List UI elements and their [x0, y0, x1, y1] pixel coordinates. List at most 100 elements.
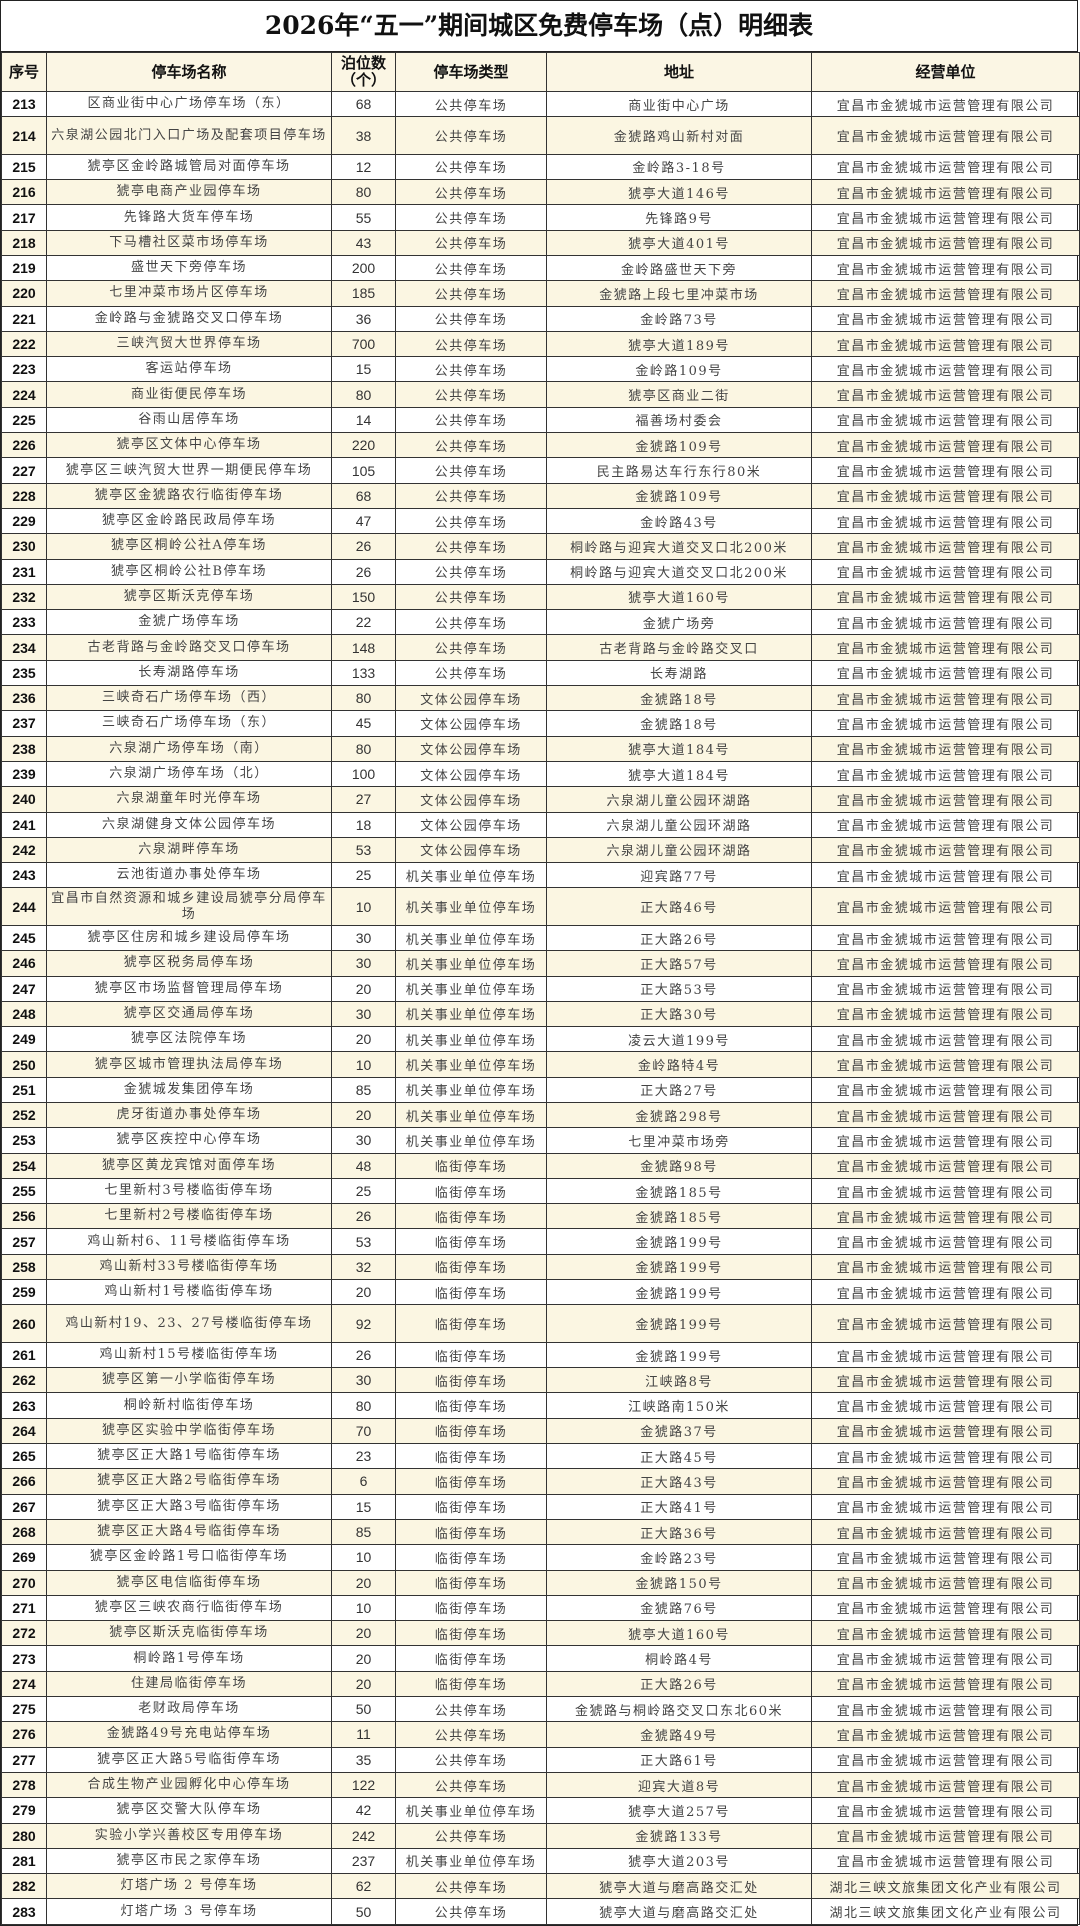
row-index: 243 [1, 862, 47, 889]
operator: 宜昌市金猇城市运营管理有限公司 [811, 1468, 1080, 1495]
space-count: 30 [331, 1367, 396, 1394]
space-count: 15 [331, 1493, 396, 1520]
parking-type: 临街停车场 [395, 1177, 547, 1205]
space-count: 85 [331, 1518, 396, 1546]
parking-name: 灯塔广场 3 号停车场 [46, 1898, 332, 1925]
parking-type: 公共停车场 [395, 1873, 547, 1900]
table-row: 231 猇亭区桐岭公社B停车场 26 公共停车场 桐岭路与迎宾大道交叉口北200米 宜昌市… [1, 558, 1080, 585]
parking-type: 公共停车场 [395, 432, 547, 459]
address: 迎宾大道8号 [546, 1771, 812, 1799]
table-row: 280 实验小学兴善校区专用停车场 242 公共停车场 金猇路133号 宜昌市金猇城市运营… [1, 1822, 1080, 1849]
table-row: 230 猇亭区桐岭公社A停车场 26 公共停车场 桐岭路与迎宾大道交叉口北200米 宜昌市… [1, 533, 1080, 560]
parking-name: 猇亭区正大路2号临街停车场 [46, 1468, 332, 1495]
address: 金猇路上段七里冲菜市场 [546, 280, 812, 307]
operator: 宜昌市金猇城市运营管理有限公司 [811, 356, 1080, 383]
parking-name: 灯塔广场 2 号停车场 [46, 1873, 332, 1900]
table-row: 213 区商业街中心广场停车场（东） 68 公共停车场 商业街中心广场 宜昌市金猇城市运营… [1, 90, 1080, 118]
operator: 宜昌市金猇城市运营管理有限公司 [811, 685, 1080, 712]
address: 先锋路9号 [546, 204, 812, 231]
parking-name: 鸡山新村15号楼临街停车场 [46, 1341, 332, 1369]
operator: 宜昌市金猇城市运营管理有限公司 [811, 836, 1080, 864]
operator: 宜昌市金猇城市运营管理有限公司 [811, 760, 1080, 788]
parking-name: 三峡奇石广场停车场（东） [46, 710, 332, 737]
operator: 宜昌市金猇城市运营管理有限公司 [811, 1304, 1080, 1343]
row-index: 266 [1, 1468, 47, 1495]
parking-name: 桐岭新村临街停车场 [46, 1392, 332, 1419]
table-row: 267 猇亭区正大路3号临街停车场 15 临街停车场 正大路41号 宜昌市金猇城市运营管理… [1, 1493, 1080, 1520]
space-count: 242 [331, 1822, 396, 1849]
row-index: 272 [1, 1620, 47, 1647]
space-count: 185 [331, 280, 396, 307]
row-index: 276 [1, 1721, 47, 1748]
parking-name: 鸡山新村1号楼临街停车场 [46, 1279, 332, 1306]
row-index: 281 [1, 1847, 47, 1875]
address: 正大路43号 [546, 1468, 812, 1495]
parking-name: 古老背路与金岭路交叉口停车场 [46, 634, 332, 661]
table-row: 233 金猇广场停车场 22 公共停车场 金猇广场旁 宜昌市金猇城市运营管理有限公司 [1, 609, 1080, 636]
parking-name: 猇亭区第一小学临街停车场 [46, 1367, 332, 1394]
space-count: 150 [331, 583, 396, 611]
table-row: 262 猇亭区第一小学临街停车场 30 临街停车场 江峡路8号 宜昌市金猇城市运营管理有限… [1, 1367, 1080, 1394]
parking-type: 临街停车场 [395, 1670, 547, 1698]
address: 正大路27号 [546, 1076, 812, 1103]
header-operator: 经营单位 [811, 52, 1080, 92]
table-row: 256 七里新村2号楼临街停车场 26 临街停车场 金猇路185号 宜昌市金猇城市运营管理… [1, 1203, 1080, 1230]
parking-name: 七里冲菜市场片区停车场 [46, 280, 332, 307]
parking-type: 文体公园停车场 [395, 786, 547, 813]
row-index: 246 [1, 950, 47, 977]
operator: 宜昌市金猇城市运营管理有限公司 [811, 1620, 1080, 1647]
operator: 宜昌市金猇城市运营管理有限公司 [811, 254, 1080, 282]
operator: 宜昌市金猇城市运营管理有限公司 [811, 1367, 1080, 1394]
row-index: 238 [1, 735, 47, 762]
address: 江峡路南150米 [546, 1392, 812, 1419]
table-row: 274 住建局临街停车场 20 临街停车场 正大路26号 宜昌市金猇城市运营管理有限公司 [1, 1670, 1080, 1698]
table-row: 259 鸡山新村1号楼临街停车场 20 临街停车场 金猇路199号 宜昌市金猇城市运营管理… [1, 1279, 1080, 1306]
parking-type: 文体公园停车场 [395, 735, 547, 762]
parking-type: 公共停车场 [395, 533, 547, 560]
table-row: 244 宜昌市自然资源和城乡建设局猇亭分局停车场 10 机关事业单位停车场 正大路46号… [1, 887, 1080, 926]
address: 猇亭大道与磨高路交汇处 [546, 1898, 812, 1925]
row-index: 247 [1, 975, 47, 1002]
space-count: 20 [331, 1645, 396, 1672]
row-index: 283 [1, 1898, 47, 1925]
table-row: 218 下马槽社区菜市场停车场 43 公共停车场 猇亭大道401号 宜昌市金猇城市运营管理… [1, 229, 1080, 256]
space-count: 20 [331, 1279, 396, 1306]
row-index: 254 [1, 1152, 47, 1179]
table-row: 269 猇亭区金岭路1号口临街停车场 10 临街停车场 金岭路23号 宜昌市金猇城市运营管… [1, 1544, 1080, 1571]
parking-type: 临街停车场 [395, 1569, 547, 1596]
space-count: 11 [331, 1721, 396, 1748]
table-row: 225 谷雨山居停车场 14 公共停车场 福善场村委会 宜昌市金猇城市运营管理有限公司 [1, 406, 1080, 434]
parking-name: 猇亭区斯沃克临街停车场 [46, 1620, 332, 1647]
table-row: 260 鸡山新村19、23、27号楼临街停车场 92 临街停车场 金猇路199号 宜昌市金… [1, 1304, 1080, 1343]
parking-type: 机关事业单位停车场 [395, 1051, 547, 1078]
table-row: 270 猇亭区电信临街停车场 20 临街停车场 金猇路150号 宜昌市金猇城市运营管理有限… [1, 1569, 1080, 1596]
parking-type: 机关事业单位停车场 [395, 1127, 547, 1154]
operator: 宜昌市金猇城市运营管理有限公司 [811, 887, 1080, 926]
address: 金猇广场旁 [546, 609, 812, 636]
row-index: 230 [1, 533, 47, 560]
operator: 宜昌市金猇城市运营管理有限公司 [811, 1253, 1080, 1281]
address: 七里冲菜市场旁 [546, 1127, 812, 1154]
address: 金岭路23号 [546, 1544, 812, 1571]
table-row: 223 客运站停车场 15 公共停车场 金岭路109号 宜昌市金猇城市运营管理有限公司 [1, 356, 1080, 383]
address: 正大路26号 [546, 924, 812, 952]
parking-name: 鸡山新村6、11号楼临街停车场 [46, 1228, 332, 1255]
row-index: 242 [1, 836, 47, 864]
operator: 宜昌市金猇城市运营管理有限公司 [811, 1721, 1080, 1748]
operator: 宜昌市金猇城市运营管理有限公司 [811, 116, 1080, 155]
parking-type: 公共停车场 [395, 204, 547, 231]
space-count: 100 [331, 760, 396, 788]
row-index: 259 [1, 1279, 47, 1306]
operator: 宜昌市金猇城市运营管理有限公司 [811, 179, 1080, 206]
parking-name: 谷雨山居停车场 [46, 406, 332, 434]
table-row: 245 猇亭区住房和城乡建设局停车场 30 机关事业单位停车场 正大路26号 宜昌市金猇城… [1, 924, 1080, 952]
parking-name: 猇亭区三峡农商行临街停车场 [46, 1594, 332, 1622]
address: 金岭路73号 [546, 305, 812, 332]
space-count: 20 [331, 1670, 396, 1698]
row-index: 216 [1, 179, 47, 206]
table-title: 2026年“五一”期间城区免费停车场（点）明细表 [1, 1, 1077, 52]
parking-name: 六泉湖畔停车场 [46, 836, 332, 864]
address: 金猇路49号 [546, 1721, 812, 1748]
parking-name: 宜昌市自然资源和城乡建设局猇亭分局停车场 [46, 887, 332, 926]
operator: 宜昌市金猇城市运营管理有限公司 [811, 975, 1080, 1002]
